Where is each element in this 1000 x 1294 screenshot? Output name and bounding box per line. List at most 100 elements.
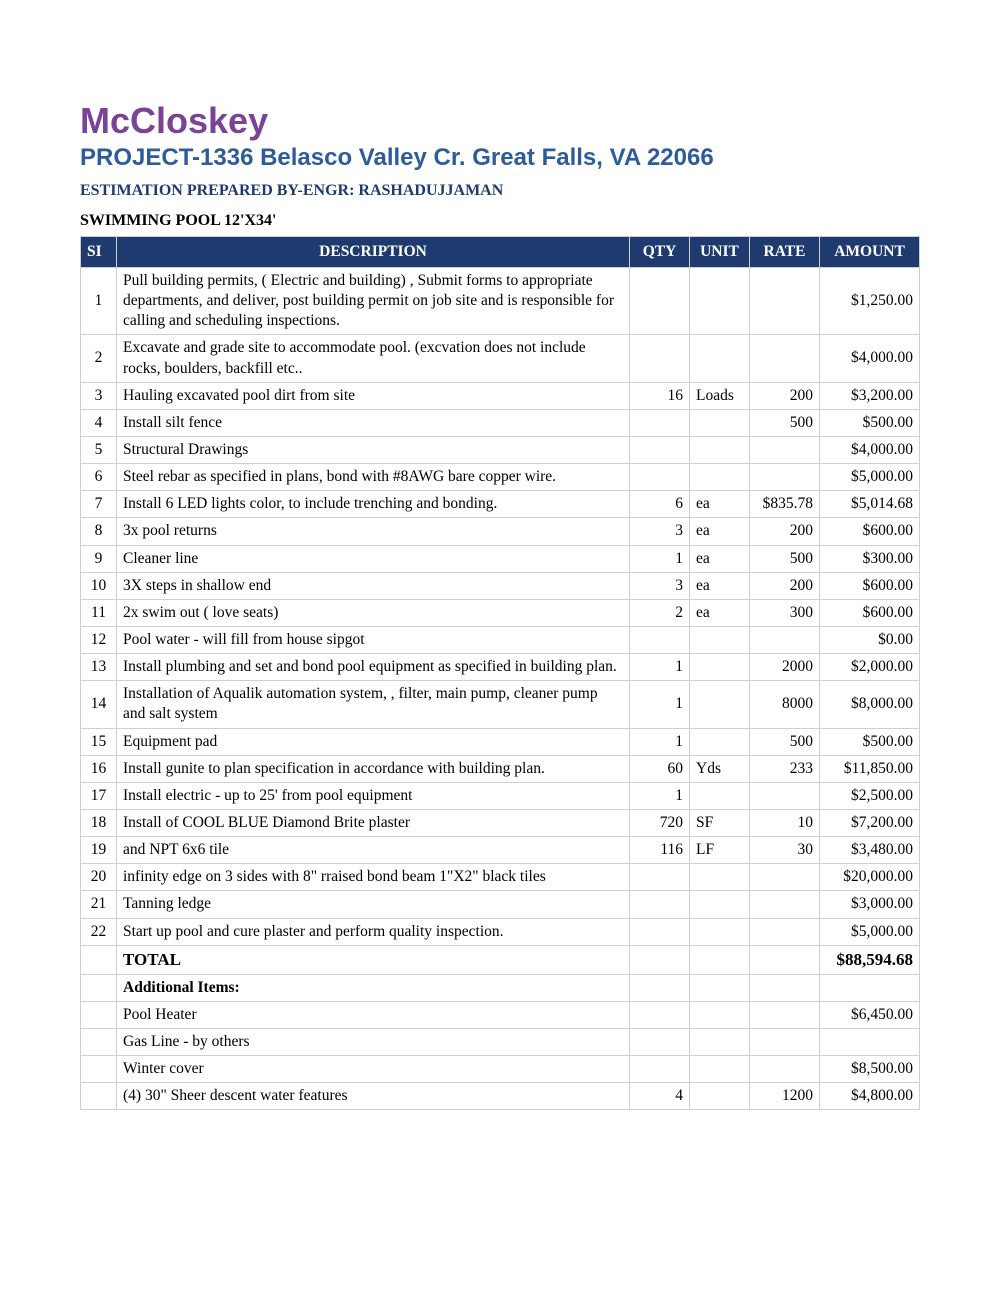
cell-si: 10 [81, 572, 117, 599]
estimate-table: SI DESCRIPTION QTY UNIT RATE AMOUNT 1Pul… [80, 236, 920, 1110]
cell-qty [630, 268, 690, 335]
table-row: 5Structural Drawings$4,000.00 [81, 436, 920, 463]
cell-unit [690, 728, 750, 755]
cell-qty: 720 [630, 809, 690, 836]
table-row: 7Install 6 LED lights color, to include … [81, 491, 920, 518]
cell-rate [750, 1029, 820, 1056]
table-row: 15Equipment pad1500$500.00 [81, 728, 920, 755]
cell-unit: SF [690, 809, 750, 836]
cell-amount [820, 1029, 920, 1056]
table-row: 18Install of COOL BLUE Diamond Brite pla… [81, 809, 920, 836]
cell-si: 18 [81, 809, 117, 836]
cell-qty: 60 [630, 755, 690, 782]
cell-rate: 233 [750, 755, 820, 782]
cell-unit [690, 1001, 750, 1028]
table-row: 3Hauling excavated pool dirt from site16… [81, 382, 920, 409]
table-row: 20infinity edge on 3 sides with 8" rrais… [81, 864, 920, 891]
cell-description: Excavate and grade site to accommodate p… [117, 335, 630, 382]
table-row: 21Tanning ledge$3,000.00 [81, 891, 920, 918]
cell-amount: $3,480.00 [820, 837, 920, 864]
cell-amount: $2,500.00 [820, 782, 920, 809]
cell-unit: ea [690, 545, 750, 572]
cell-unit [690, 626, 750, 653]
cell-amount: $4,000.00 [820, 436, 920, 463]
cell-description: Installation of Aqualik automation syste… [117, 681, 630, 728]
additional-row: Pool Heater$6,450.00 [81, 1001, 920, 1028]
project-line: PROJECT-1336 Belasco Valley Cr. Great Fa… [80, 144, 920, 172]
table-row: 13Install plumbing and set and bond pool… [81, 654, 920, 681]
cell-description: Install electric - up to 25' from pool e… [117, 782, 630, 809]
cell-description: and NPT 6x6 tile [117, 837, 630, 864]
cell-qty [630, 918, 690, 945]
cell-rate: 500 [750, 728, 820, 755]
cell-amount: $3,200.00 [820, 382, 920, 409]
total-row: TOTAL $88,594.68 [81, 945, 920, 974]
cell-description: Winter cover [117, 1056, 630, 1083]
table-row: 12Pool water - will fill from house sipg… [81, 626, 920, 653]
cell-qty: 1 [630, 681, 690, 728]
table-header: SI DESCRIPTION QTY UNIT RATE AMOUNT [81, 237, 920, 268]
cell-rate: $835.78 [750, 491, 820, 518]
cell-qty: 116 [630, 837, 690, 864]
cell-amount: $2,000.00 [820, 654, 920, 681]
cell-qty [630, 626, 690, 653]
cell-amount: $500.00 [820, 728, 920, 755]
col-unit: UNIT [690, 237, 750, 268]
additional-row: Gas Line - by others [81, 1029, 920, 1056]
cell-rate: 500 [750, 409, 820, 436]
cell-amount: $7,200.00 [820, 809, 920, 836]
cell-description: Install gunite to plan specification in … [117, 755, 630, 782]
additional-row: Winter cover$8,500.00 [81, 1056, 920, 1083]
cell-qty [630, 464, 690, 491]
cell-amount: $300.00 [820, 545, 920, 572]
cell-rate [750, 464, 820, 491]
cell-unit: ea [690, 599, 750, 626]
cell-amount: $4,000.00 [820, 335, 920, 382]
cell-qty [630, 335, 690, 382]
cell-qty [630, 1029, 690, 1056]
cell-amount: $600.00 [820, 572, 920, 599]
cell-amount: $0.00 [820, 626, 920, 653]
prepared-by: ESTIMATION PREPARED BY-ENGR: RASHADUJJAM… [80, 182, 920, 200]
cell-si: 20 [81, 864, 117, 891]
cell-si: 8 [81, 518, 117, 545]
cell-qty: 3 [630, 518, 690, 545]
cell-qty: 6 [630, 491, 690, 518]
cell-qty: 2 [630, 599, 690, 626]
cell-qty [630, 1056, 690, 1083]
cell-description: 3x pool returns [117, 518, 630, 545]
cell-qty: 3 [630, 572, 690, 599]
cell-rate: 500 [750, 545, 820, 572]
cell-si [81, 1029, 117, 1056]
total-amount: $88,594.68 [820, 945, 920, 974]
cell-unit: Yds [690, 755, 750, 782]
col-si: SI [81, 237, 117, 268]
cell-unit [690, 1056, 750, 1083]
cell-description: 3X steps in shallow end [117, 572, 630, 599]
cell-rate [750, 1056, 820, 1083]
cell-unit [690, 335, 750, 382]
cell-rate [750, 335, 820, 382]
cell-rate: 200 [750, 572, 820, 599]
table-row: 103X steps in shallow end3ea200$600.00 [81, 572, 920, 599]
cell-amount: $4,800.00 [820, 1083, 920, 1110]
cell-amount: $20,000.00 [820, 864, 920, 891]
cell-description: Gas Line - by others [117, 1029, 630, 1056]
cell-rate: 30 [750, 837, 820, 864]
cell-rate: 300 [750, 599, 820, 626]
col-qty: QTY [630, 237, 690, 268]
cell-si: 13 [81, 654, 117, 681]
cell-amount: $5,014.68 [820, 491, 920, 518]
cell-description: Install 6 LED lights color, to include t… [117, 491, 630, 518]
cell-unit [690, 918, 750, 945]
cell-rate [750, 268, 820, 335]
cell-qty [630, 436, 690, 463]
cell-rate [750, 782, 820, 809]
cell-si [81, 1001, 117, 1028]
cell-si: 19 [81, 837, 117, 864]
estimate-document: McCloskey PROJECT-1336 Belasco Valley Cr… [0, 0, 1000, 1294]
cell-si: 2 [81, 335, 117, 382]
cell-si: 14 [81, 681, 117, 728]
cell-description: Install silt fence [117, 409, 630, 436]
cell-unit [690, 864, 750, 891]
